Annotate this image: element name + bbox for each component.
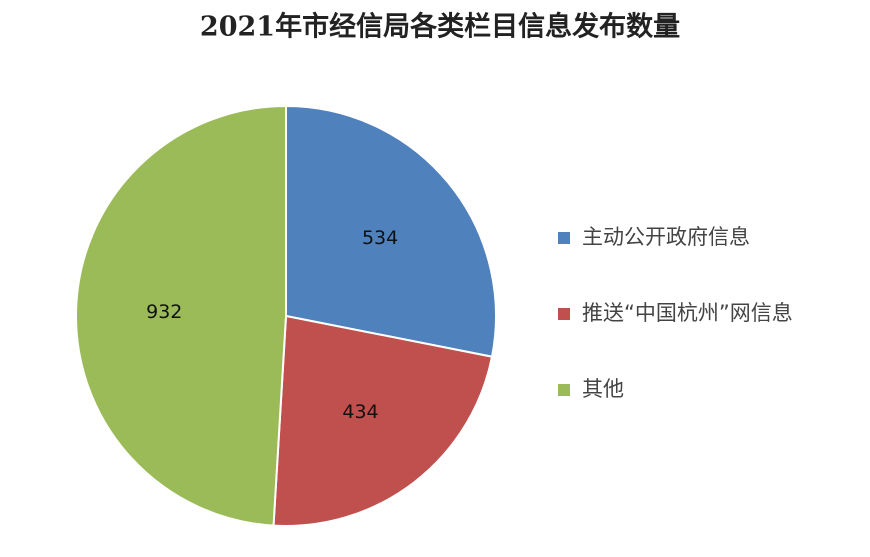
pie-slice <box>285 104 497 358</box>
legend-label: 主动公开政府信息 <box>582 225 750 249</box>
legend-swatch <box>558 384 570 396</box>
chart-title: 2021年市经信局各类栏目信息发布数量 <box>200 11 680 43</box>
legend-swatch <box>558 232 570 244</box>
pie-slice <box>272 314 494 527</box>
legend-swatch <box>558 308 570 320</box>
pie-slice <box>75 104 287 527</box>
data-label: 932 <box>146 301 182 323</box>
data-label: 534 <box>362 227 398 249</box>
data-label: 434 <box>342 401 378 423</box>
legend-label: 推送“中国杭州”网信息 <box>582 301 793 325</box>
legend-label: 其他 <box>582 377 624 401</box>
